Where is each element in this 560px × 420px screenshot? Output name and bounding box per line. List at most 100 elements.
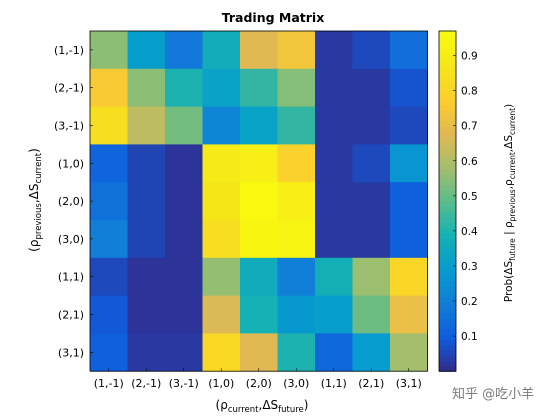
colorbar-segment xyxy=(439,280,456,287)
colorbar-segment xyxy=(439,131,456,138)
heatmap-cell xyxy=(315,220,353,259)
y-tick-label: (3,-1) xyxy=(54,120,84,133)
colorbar-segment xyxy=(439,360,456,367)
x-tick-label: (2,1) xyxy=(358,377,384,390)
colorbar-segment xyxy=(439,169,456,176)
heatmap-cell xyxy=(90,68,128,107)
heatmap-cell xyxy=(277,220,316,259)
heatmap-cell xyxy=(90,295,128,334)
colorbar-segment xyxy=(439,158,456,165)
colorbar-tick-label: 0.9 xyxy=(461,51,478,63)
heatmap-cell xyxy=(90,106,128,145)
colorbar-segment xyxy=(439,126,456,133)
colorbar-segment xyxy=(439,211,456,218)
colorbar-segment xyxy=(439,41,456,48)
heatmap-cell xyxy=(90,31,128,70)
colorbar xyxy=(439,31,456,372)
colorbar-segment xyxy=(439,270,456,277)
heatmap-cell xyxy=(277,257,316,296)
x-tick-label: (2,-1) xyxy=(131,377,161,390)
heatmap-cell xyxy=(202,333,241,372)
colorbar-segment xyxy=(439,312,456,319)
heatmap-cell xyxy=(352,106,391,145)
y-tick-label: (3,1) xyxy=(58,346,84,359)
colorbar-segment xyxy=(439,62,456,69)
watermark-text: 知乎 @吃小羊 xyxy=(452,387,535,402)
colorbar-segment xyxy=(439,349,456,356)
colorbar-segment xyxy=(439,179,456,186)
x-tick-label: (1,0) xyxy=(208,377,234,390)
x-tick-label: (3,0) xyxy=(283,377,309,390)
colorbar-segment xyxy=(439,307,456,314)
heatmap-cell xyxy=(352,220,391,259)
heatmap-cell xyxy=(165,144,203,183)
heatmap-cell xyxy=(240,333,278,372)
colorbar-segment xyxy=(439,365,456,372)
heatmap-cell xyxy=(315,257,353,296)
heatmap-cell xyxy=(315,144,353,183)
heatmap-cell xyxy=(90,257,128,296)
colorbar-segment xyxy=(439,264,456,271)
colorbar-tick-label: 0.7 xyxy=(461,121,478,133)
heatmap-cell xyxy=(202,68,241,107)
heatmap-cell xyxy=(352,333,391,372)
colorbar-segment xyxy=(439,222,456,229)
colorbar-segment xyxy=(439,195,456,202)
colorbar-tick-label: 0.2 xyxy=(461,296,478,308)
colorbar-segment xyxy=(439,190,456,197)
heatmap-cell xyxy=(390,295,428,334)
colorbar-segment xyxy=(439,57,456,64)
heatmap-cell xyxy=(127,333,166,372)
heatmap-cell xyxy=(390,68,428,107)
heatmap-cell xyxy=(165,295,203,334)
colorbar-segment xyxy=(439,31,456,37)
heatmap-cell xyxy=(90,333,128,372)
colorbar-segment xyxy=(439,94,456,101)
y-axis-label: (ρprevious,ΔScurrent) xyxy=(27,148,44,252)
colorbar-segment xyxy=(439,84,456,91)
heatmap-cell xyxy=(390,31,428,70)
heatmap-cell xyxy=(352,68,391,107)
heatmap-cell xyxy=(352,257,391,296)
colorbar-segment xyxy=(439,116,456,122)
colorbar-segment xyxy=(439,105,456,112)
colorbar-tick-label: 0.8 xyxy=(461,86,478,98)
heatmap-cell xyxy=(390,106,428,145)
heatmap-cell xyxy=(277,31,316,70)
colorbar-segment xyxy=(439,243,456,250)
heatmap-cell xyxy=(165,106,203,145)
colorbar-segment xyxy=(439,153,456,160)
colorbar-segment xyxy=(439,147,456,154)
colorbar-label: Prob(ΔSfuture | ρprevious,ρcurrent,ΔScur… xyxy=(503,104,517,302)
colorbar-segment xyxy=(439,286,456,293)
heatmap-cell xyxy=(127,182,166,221)
colorbar-segment xyxy=(439,217,456,223)
heatmap-cell xyxy=(240,295,278,334)
colorbar-segment xyxy=(439,259,456,266)
heatmap-cell xyxy=(240,182,278,221)
colorbar-segment xyxy=(439,78,456,85)
heatmap-cell xyxy=(240,220,278,259)
heatmap-cell xyxy=(315,333,353,372)
heatmap-cell xyxy=(127,257,166,296)
heatmap-cell xyxy=(202,106,241,145)
colorbar-tick-labels: 0.1 0.2 0.3 0.4 0.5 0.6 0.7 0.8 0.9 xyxy=(453,51,478,343)
heatmap-cell xyxy=(165,333,203,372)
y-tick-label: (2,-1) xyxy=(54,82,84,95)
colorbar-segment xyxy=(439,73,456,80)
x-tick-label: (3,1) xyxy=(396,377,422,390)
heatmap-cell xyxy=(315,295,353,334)
colorbar-segment xyxy=(439,238,456,245)
colorbar-segment xyxy=(439,185,456,192)
heatmap-cell xyxy=(352,182,391,221)
heatmap-cell xyxy=(127,295,166,334)
heatmap-cell xyxy=(90,144,128,183)
colorbar-segment xyxy=(439,275,456,282)
colorbar-segment xyxy=(439,227,456,234)
colorbar-frame xyxy=(438,30,457,372)
y-tick-label: (3,0) xyxy=(58,233,84,246)
heatmap-cell xyxy=(202,31,241,70)
heatmap-cell xyxy=(315,31,353,70)
x-tick-label: (3,-1) xyxy=(169,377,199,390)
heatmap-cell xyxy=(240,106,278,145)
